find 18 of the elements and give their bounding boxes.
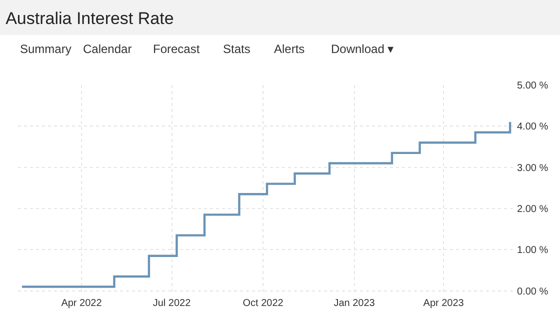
x-tick-label: Jul 2022 <box>152 298 192 309</box>
text: Calendar <box>83 42 132 56</box>
y-tick-label: 0.00 % <box>517 286 548 298</box>
x-tick-label: Oct 2022 <box>242 298 284 309</box>
y-tick-label: 3.00 % <box>517 162 548 174</box>
text: Alerts <box>274 42 305 56</box>
x-tick-label: Jan 2023 <box>334 298 376 309</box>
y-tick-label: 4.00 % <box>517 122 548 133</box>
text: Forecast <box>153 42 200 56</box>
text: Download ▾ <box>331 42 394 56</box>
x-tick-label: Apr 2022 <box>61 298 102 309</box>
x-tick-label: Apr 2023 <box>423 298 464 309</box>
text: Summary <box>20 42 72 56</box>
chart-title: Australia Interest Rate <box>6 8 174 28</box>
text: Stats <box>223 42 250 56</box>
y-tick-label: 2.00 % <box>517 204 548 216</box>
y-tick-label: 5.00 % <box>517 80 548 92</box>
y-tick-label: 1.00 % <box>517 245 548 256</box>
